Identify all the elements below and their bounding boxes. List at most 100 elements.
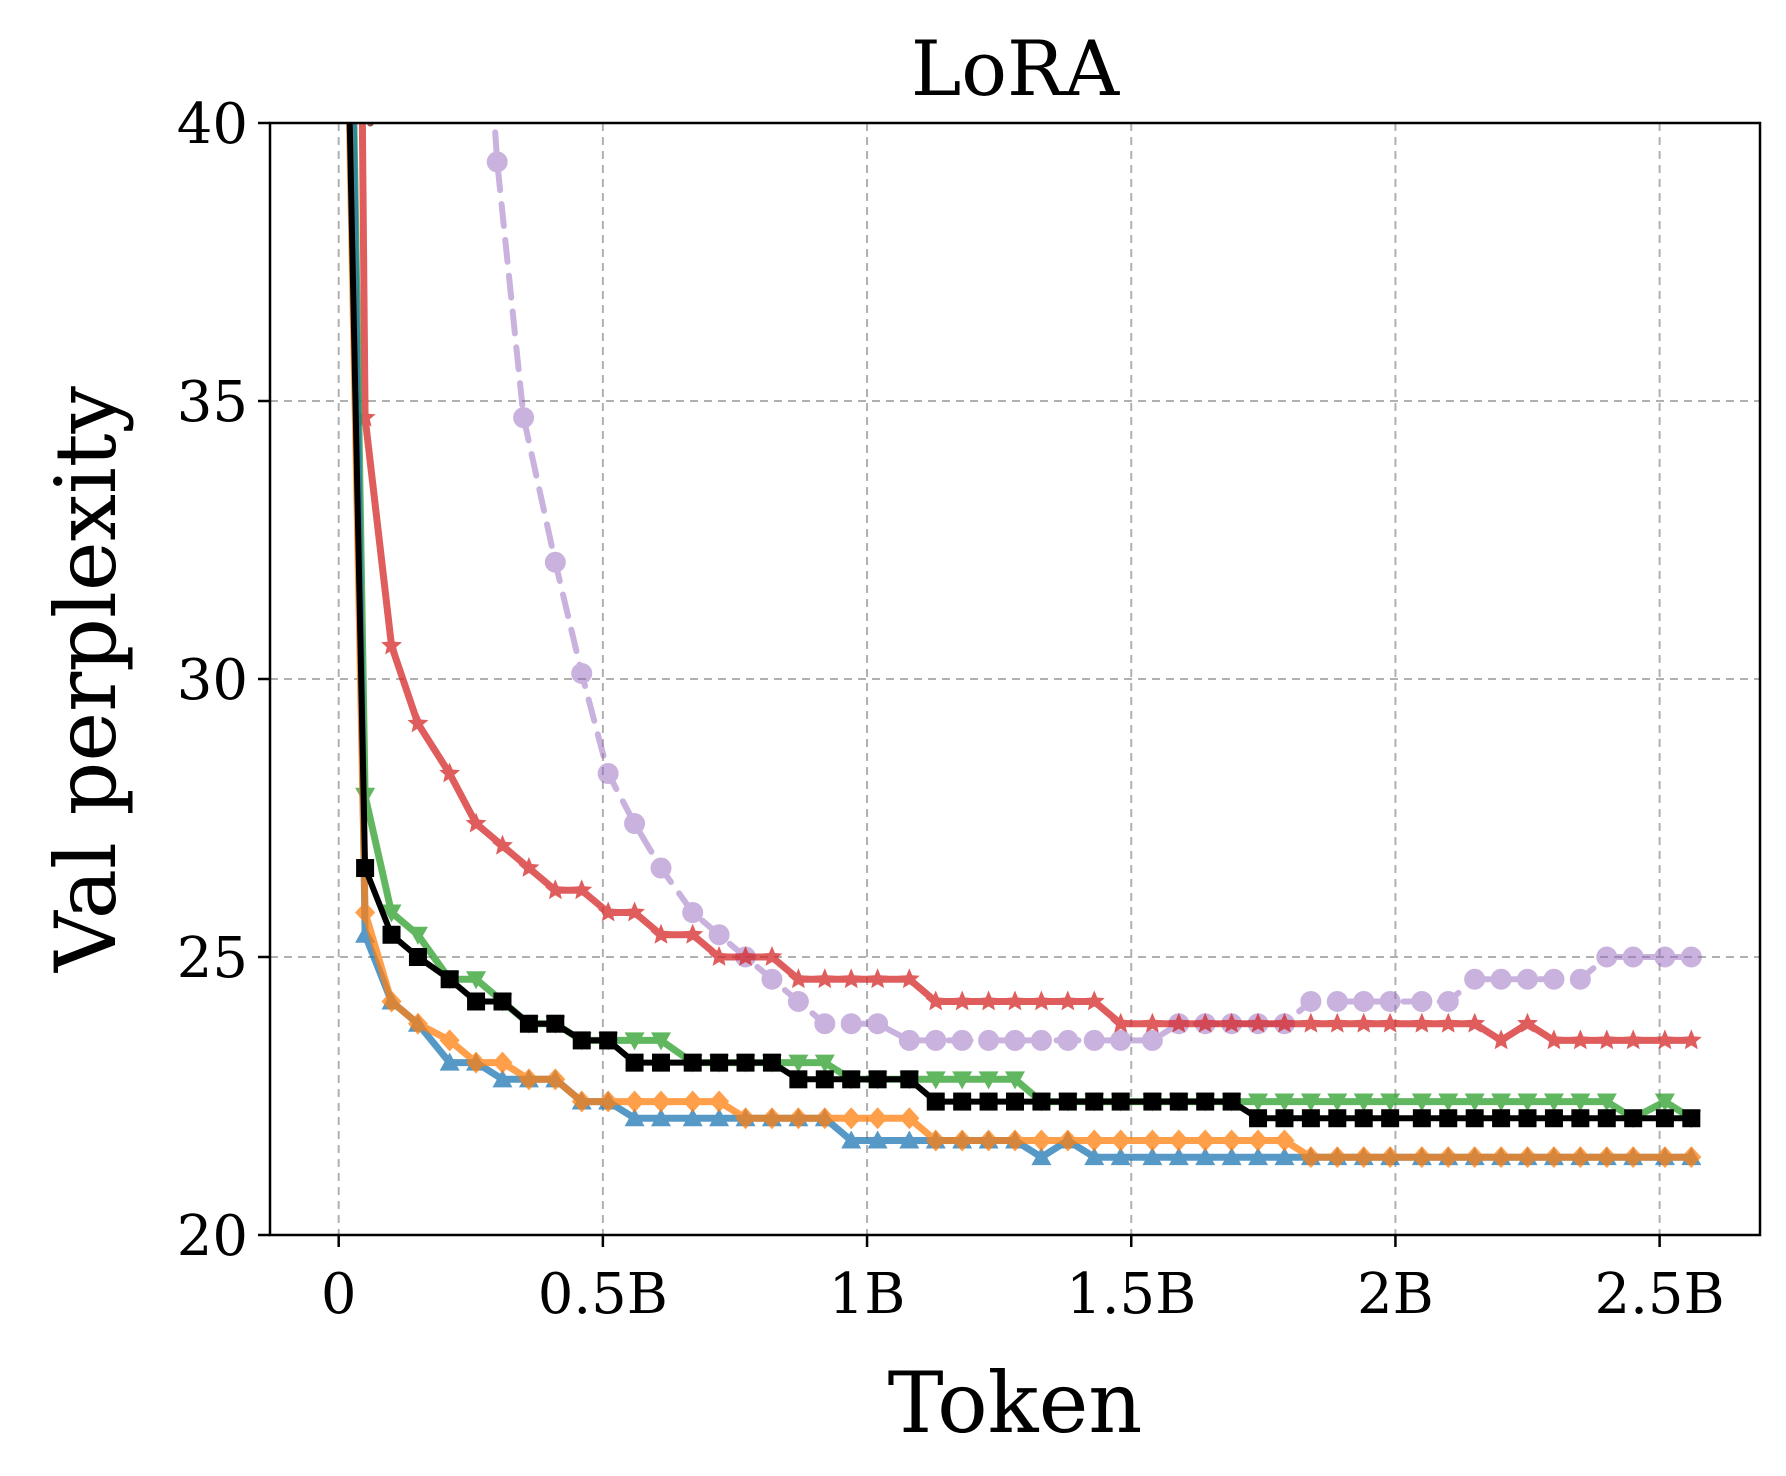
data-point [355, 901, 376, 924]
data-point [1491, 1146, 1512, 1169]
data-point [1196, 1092, 1215, 1111]
data-point [1680, 1029, 1702, 1050]
data-point [1464, 1146, 1485, 1169]
data-point [1437, 990, 1459, 1012]
y-tick-label: 30 [177, 648, 248, 713]
data-point [544, 551, 566, 573]
data-point [571, 662, 593, 684]
data-point [1596, 1029, 1618, 1050]
data-point [951, 990, 973, 1011]
data-point [1006, 1092, 1024, 1111]
data-point [899, 1130, 920, 1149]
y-tick-label: 40 [177, 92, 248, 157]
data-point [898, 1029, 920, 1051]
data-point [1438, 1093, 1459, 1112]
data-point [1221, 1147, 1242, 1166]
data-point [1141, 1029, 1163, 1051]
data-point [1141, 1012, 1163, 1033]
data-point [407, 926, 428, 945]
data-point [1681, 1146, 1702, 1169]
data-point [1248, 1093, 1269, 1112]
data-point [407, 1012, 428, 1035]
data-point [1353, 990, 1375, 1012]
data-point [1380, 1146, 1401, 1169]
data-point [761, 1107, 782, 1130]
data-point [841, 1130, 862, 1149]
chart-title: LoRA [911, 24, 1120, 113]
data-point [408, 948, 427, 966]
data-point [1654, 1146, 1675, 1169]
data-point [1439, 1109, 1458, 1128]
data-point [1569, 968, 1591, 990]
data-point [1354, 1109, 1373, 1128]
data-point [1110, 1129, 1131, 1152]
data-point [1300, 1093, 1321, 1112]
data-point [439, 1052, 460, 1071]
data-point [381, 904, 402, 923]
data-point [1682, 1109, 1701, 1128]
data-point [519, 1014, 538, 1033]
data-point [1083, 1029, 1105, 1051]
data-point [1654, 1093, 1675, 1112]
data-point [925, 990, 947, 1011]
data-point [1222, 1092, 1241, 1111]
data-point [708, 924, 730, 946]
data-point [761, 968, 783, 990]
data-point [1464, 1093, 1485, 1112]
data-point [1031, 1147, 1052, 1166]
data-point [1327, 1093, 1348, 1112]
data-point [1622, 1029, 1644, 1050]
data-point [1654, 1029, 1676, 1050]
data-point [1464, 1012, 1486, 1033]
data-point [735, 946, 756, 966]
data-point [1543, 1093, 1564, 1112]
data-point [650, 1090, 671, 1113]
data-point [814, 1054, 835, 1073]
data-point [1300, 1146, 1321, 1169]
data-point [867, 1013, 889, 1035]
data-point [1142, 1129, 1163, 1152]
data-point [1004, 990, 1026, 1011]
series-layer [345, 123, 1702, 1169]
data-point [1300, 1012, 1322, 1033]
x-tick-label: 0 [321, 1262, 357, 1327]
data-point [546, 1014, 565, 1033]
data-point [1517, 1012, 1538, 1033]
data-point [842, 1070, 861, 1089]
data-point [492, 834, 513, 855]
data-point [952, 1071, 973, 1090]
x-tick-label: 2B [1357, 1262, 1434, 1327]
data-point [1274, 1147, 1295, 1166]
data-point [1517, 1093, 1538, 1112]
data-point [1194, 1012, 1216, 1033]
data-point [1058, 1092, 1077, 1111]
data-point [1274, 1129, 1295, 1152]
data-point [1492, 1109, 1511, 1128]
data-point [709, 1108, 730, 1127]
data-point [493, 992, 512, 1011]
data-point [1490, 968, 1512, 990]
data-point [978, 1071, 999, 1090]
data-point [1110, 1029, 1132, 1051]
y-tick-label: 35 [177, 370, 248, 435]
data-point [650, 1108, 671, 1127]
data-point [513, 407, 535, 429]
data-point [682, 1108, 703, 1127]
data-point [571, 1090, 592, 1113]
data-point [867, 1107, 888, 1130]
data-point [1570, 1146, 1591, 1169]
series-6 [366, 123, 374, 127]
data-point [682, 1090, 703, 1113]
data-point [899, 1107, 920, 1130]
data-point [1411, 1012, 1433, 1033]
data-point [624, 1090, 645, 1113]
data-point [761, 946, 783, 966]
data-point [1680, 946, 1702, 968]
data-point [465, 812, 487, 833]
series-4 [345, 123, 1702, 1169]
data-point [1569, 1029, 1591, 1050]
data-point [382, 925, 401, 944]
series-0 [486, 123, 1702, 1051]
data-point [1031, 990, 1052, 1011]
data-point [486, 151, 508, 173]
